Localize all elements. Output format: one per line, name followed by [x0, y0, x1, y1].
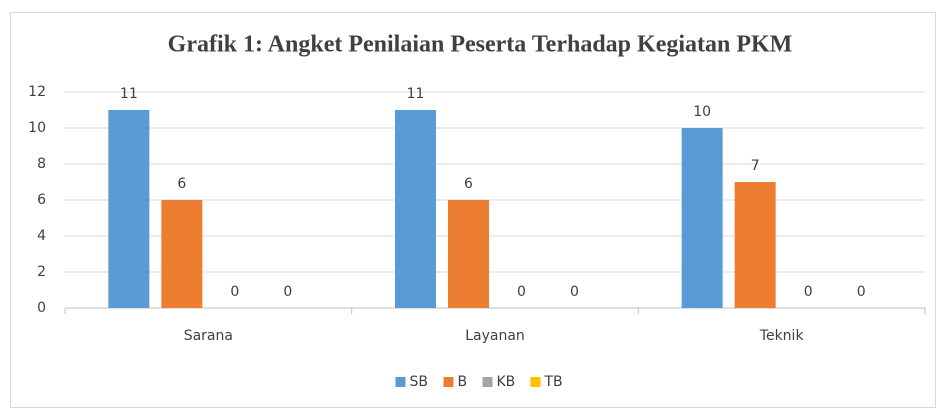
y-tick-label: 4 — [37, 228, 46, 244]
legend-swatch — [443, 377, 454, 387]
bar — [161, 200, 203, 308]
legend-swatch — [395, 377, 406, 387]
data-label: 11 — [407, 86, 425, 102]
legend-swatch — [482, 377, 493, 387]
x-tick-label: Sarana — [184, 328, 233, 344]
x-tick-label: Teknik — [759, 328, 805, 344]
bar — [108, 110, 150, 308]
legend-label: B — [458, 374, 468, 390]
legend-label: KB — [497, 374, 516, 390]
y-tick-label: 12 — [28, 84, 46, 100]
bar — [681, 128, 723, 308]
data-label: 0 — [230, 284, 239, 300]
y-tick-label: 10 — [28, 120, 46, 136]
legend-swatch — [530, 377, 541, 387]
data-label: 6 — [464, 176, 473, 192]
legend-label: TB — [544, 374, 563, 390]
y-tick-label: 8 — [37, 156, 46, 172]
bar — [448, 200, 489, 308]
x-tick-label: Layanan — [465, 328, 525, 344]
bar — [734, 182, 776, 308]
data-label: 10 — [693, 104, 711, 120]
data-label: 0 — [517, 284, 526, 300]
chart-title: Grafik 1: Angket Penilaian Peserta Terha… — [168, 32, 793, 58]
data-label: 11 — [120, 86, 138, 102]
data-label: 0 — [857, 284, 866, 300]
y-tick-label: 2 — [37, 264, 46, 280]
legend-label: SB — [410, 374, 429, 390]
y-tick-label: 0 — [37, 300, 46, 316]
y-tick-label: 6 — [37, 192, 46, 208]
data-label: 7 — [751, 158, 760, 174]
data-label: 0 — [570, 284, 579, 300]
bar — [395, 110, 436, 308]
data-label: 0 — [283, 284, 292, 300]
data-label: 0 — [804, 284, 813, 300]
data-label: 6 — [177, 176, 186, 192]
